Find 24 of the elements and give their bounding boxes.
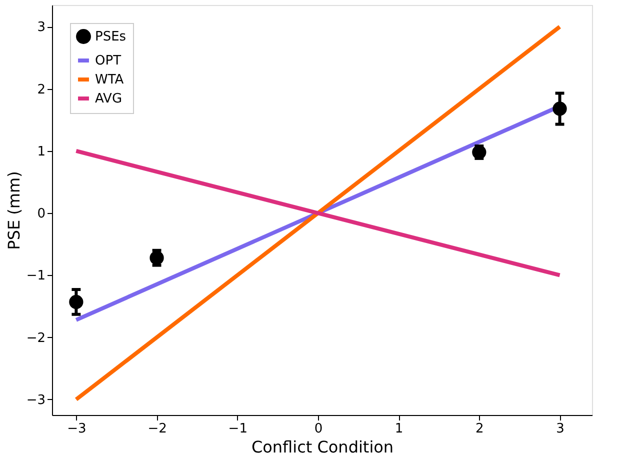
point: [150, 250, 164, 265]
x-tick-label: −1: [228, 422, 248, 436]
y-tick-label: 1: [37, 144, 46, 160]
y-tick-label: −3: [26, 392, 46, 408]
point: [472, 145, 486, 160]
x-tick-label: 2: [476, 422, 484, 436]
y-axis-title: PSE (mm): [4, 171, 24, 250]
y-tick-label: 2: [37, 82, 46, 98]
x-tick-label: 0: [314, 422, 323, 436]
x-tick-label: −3: [67, 422, 86, 436]
x-axis-title: Conflict Condition: [251, 438, 394, 456]
x-tick-label: −2: [148, 422, 167, 436]
x-tick-label: 1: [394, 422, 404, 436]
point: [69, 294, 84, 309]
y-tick-label: 3: [37, 20, 46, 36]
legend-label: AVG: [95, 92, 122, 106]
point: [552, 102, 567, 116]
legend-label: WTA: [95, 72, 124, 88]
x-tick-label: 3: [556, 422, 564, 436]
y-tick-label: 0: [37, 206, 46, 222]
legend-label: PSEs: [95, 30, 126, 44]
y-tick-label: −2: [26, 330, 46, 346]
legend-label: OPT: [95, 54, 122, 68]
y-tick-label: −1: [26, 268, 46, 284]
